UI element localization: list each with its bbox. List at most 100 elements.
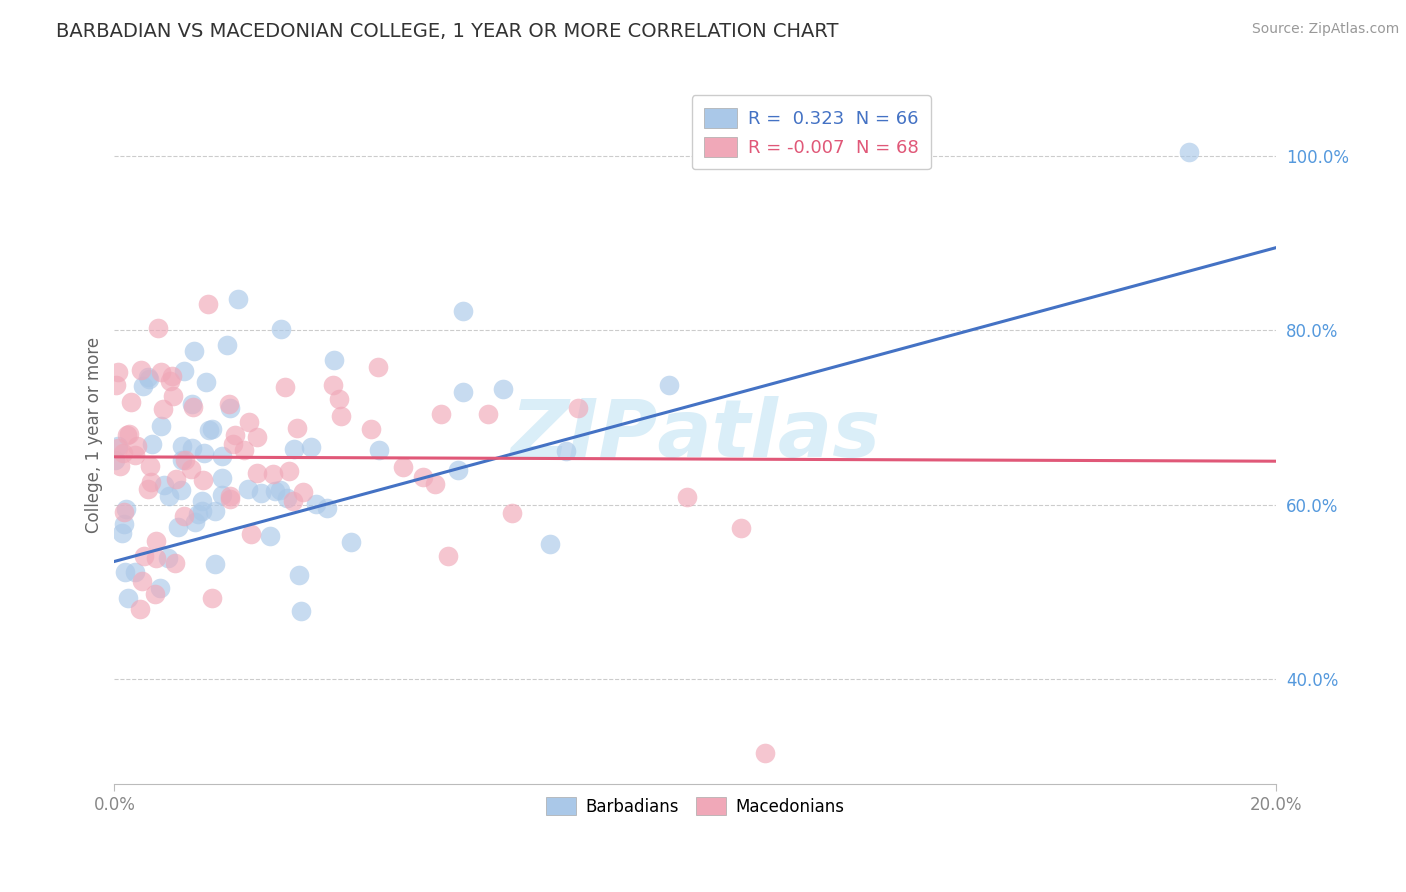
Point — [104, 378, 127, 392]
Point — [330, 409, 353, 423]
Point — [451, 384, 474, 399]
Point — [108, 458, 131, 473]
Point — [412, 469, 434, 483]
Point — [149, 581, 172, 595]
Point — [160, 369, 183, 384]
Point — [201, 591, 224, 606]
Point — [259, 529, 281, 543]
Point — [447, 463, 470, 477]
Point — [152, 402, 174, 417]
Point — [118, 427, 141, 442]
Point — [184, 515, 207, 529]
Point — [146, 320, 169, 334]
Point — [197, 423, 219, 437]
Point — [124, 565, 146, 579]
Point — [218, 396, 240, 410]
Point — [246, 466, 269, 480]
Text: Source: ZipAtlas.com: Source: ZipAtlas.com — [1251, 22, 1399, 37]
Point — [111, 446, 134, 460]
Point — [195, 375, 218, 389]
Point — [107, 365, 129, 379]
Point — [115, 428, 138, 442]
Point — [162, 389, 184, 403]
Point — [492, 382, 515, 396]
Point — [136, 369, 159, 384]
Point — [138, 371, 160, 385]
Point — [139, 475, 162, 490]
Point — [211, 471, 233, 485]
Point — [328, 392, 350, 406]
Point — [221, 436, 243, 450]
Point — [238, 415, 260, 429]
Point — [107, 439, 129, 453]
Point — [191, 504, 214, 518]
Text: ZIP​atlas: ZIP​atlas — [510, 396, 880, 474]
Point — [150, 365, 173, 379]
Point — [246, 429, 269, 443]
Point — [131, 574, 153, 589]
Point — [555, 444, 578, 458]
Point — [285, 420, 308, 434]
Point — [201, 422, 224, 436]
Point — [181, 397, 204, 411]
Point — [145, 551, 167, 566]
Point — [165, 472, 187, 486]
Point — [501, 506, 523, 520]
Point — [360, 422, 382, 436]
Legend: Barbadians, Macedonians: Barbadians, Macedonians — [537, 789, 853, 824]
Point — [211, 488, 233, 502]
Point — [111, 526, 134, 541]
Point — [183, 344, 205, 359]
Point — [191, 494, 214, 508]
Point — [423, 477, 446, 491]
Point — [129, 601, 152, 615]
Point — [170, 439, 193, 453]
Point — [299, 440, 322, 454]
Point — [226, 292, 249, 306]
Point — [754, 746, 776, 760]
Point — [115, 502, 138, 516]
Point — [145, 533, 167, 548]
Point — [173, 509, 195, 524]
Point — [1178, 145, 1201, 159]
Point — [150, 418, 173, 433]
Point — [538, 536, 561, 550]
Point — [430, 407, 453, 421]
Point — [453, 304, 475, 318]
Point — [437, 549, 460, 563]
Point — [170, 452, 193, 467]
Point — [211, 449, 233, 463]
Point — [187, 507, 209, 521]
Point — [157, 489, 180, 503]
Point — [180, 462, 202, 476]
Point — [274, 380, 297, 394]
Point — [219, 489, 242, 503]
Point — [340, 535, 363, 549]
Point — [125, 438, 148, 452]
Point — [104, 453, 127, 467]
Point — [263, 467, 285, 481]
Point — [107, 441, 129, 455]
Point — [567, 401, 589, 415]
Point — [658, 377, 681, 392]
Point — [204, 504, 226, 518]
Point — [292, 485, 315, 500]
Point — [236, 482, 259, 496]
Point — [316, 501, 339, 516]
Point — [322, 378, 344, 392]
Point — [132, 379, 155, 393]
Point — [281, 494, 304, 508]
Point — [120, 395, 142, 409]
Point — [215, 338, 238, 352]
Point — [278, 465, 301, 479]
Point — [173, 364, 195, 378]
Point — [218, 401, 240, 415]
Point — [157, 551, 180, 566]
Point — [166, 520, 188, 534]
Point — [219, 492, 242, 507]
Point — [112, 505, 135, 519]
Point — [169, 483, 191, 497]
Point — [139, 459, 162, 474]
Point — [477, 407, 499, 421]
Point — [730, 521, 752, 535]
